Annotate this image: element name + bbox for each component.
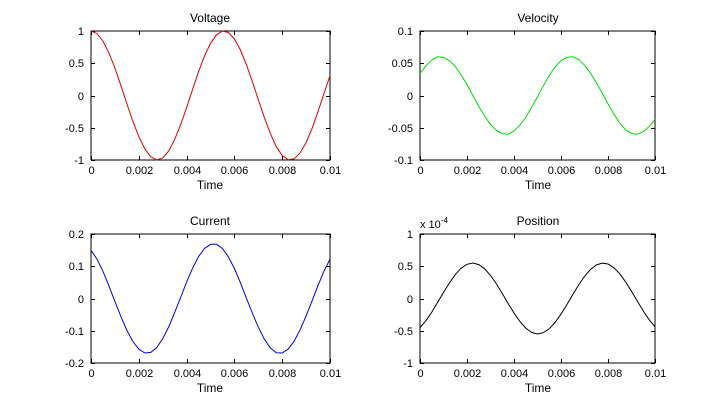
x-axis-label: Time (525, 381, 552, 395)
chart-title: Current (190, 214, 231, 228)
y-tick-label: -0.1 (394, 155, 413, 167)
y-tick-label: 0 (407, 294, 413, 306)
y-tick-label: 1 (78, 26, 84, 38)
position-axes: 0 0.002 0.004 0.006 0.008 0.01 -1 -0.5 0 0.5 1 x 10… (394, 216, 666, 380)
current-axes: 0 0.002 0.004 0.006 0.008 0.01 -0.2 -0.1 0 0.1 0.2 (65, 229, 341, 380)
y-tick-label: 0 (78, 91, 84, 103)
y-tick-label: -0.5 (394, 326, 413, 338)
x-tick-label: 0.008 (269, 165, 297, 177)
subplot-position: Position 0 0.002 0.004 0.006 0.008 0.01 -1 -0.5… (394, 214, 666, 395)
axes-box (419, 30, 656, 161)
y-tick-label: -1 (74, 155, 84, 167)
x-tick-label: 0.004 (501, 165, 529, 177)
axes-box (90, 233, 331, 364)
y-tick-label: 1 (407, 229, 413, 241)
x-tick-label: 0.004 (174, 165, 202, 177)
current-curve (90, 243, 331, 354)
x-tick-label: 0.002 (126, 165, 154, 177)
y-tick-label: -0.2 (65, 358, 84, 370)
x-tick-label: 0.008 (595, 165, 623, 177)
x-tick-label: 0 (417, 165, 423, 177)
subplot-voltage: Voltage 0 0.002 0.004 0.006 0.008 0.01-1-0.50… (65, 11, 341, 192)
x-axis-label: Time (197, 178, 224, 192)
x-tick-label: 0 (417, 368, 423, 380)
position-curve (419, 262, 656, 335)
x-tick-label: 0.01 (645, 165, 666, 177)
x-tick-label: 0.006 (221, 368, 249, 380)
y-tick-label: -1 (403, 358, 413, 370)
x-axis-label: Time (197, 381, 224, 395)
y-tick-label: -0.1 (65, 326, 84, 338)
y-tick-label: -0.05 (388, 123, 413, 135)
x-tick-label: 0.006 (548, 165, 576, 177)
subplot-velocity: Velocity 0 0.002 0.004 0.006 0.008 0.01 -0.1 -0… (388, 11, 666, 192)
chart-title: Velocity (517, 11, 558, 25)
axes-box (419, 233, 656, 364)
x-tick-label: 0 (88, 165, 94, 177)
voltage-curve (90, 30, 331, 161)
y-tick-label: 0.1 (398, 26, 413, 38)
chart-title: Voltage (190, 11, 230, 25)
chart-title: Position (517, 214, 560, 228)
y-axis-exponent: x 10-4 (420, 216, 448, 231)
subplot-current: Current 0 0.002 0.004 0.006 0.008 0.01 -0.2 -0.… (65, 214, 341, 395)
y-tick-label: -0.5 (65, 123, 84, 135)
y-tick-label: 0.2 (69, 229, 84, 241)
x-axis-label: Time (525, 178, 552, 192)
x-tick-label: 0.01 (320, 165, 341, 177)
y-tick-label: 0 (407, 91, 413, 103)
x-tick-label: 0.01 (320, 368, 341, 380)
voltage-axes: 0 0.002 0.004 0.006 0.008 0.01 -1 -0.5 0 0.5 1 (65, 26, 341, 177)
x-tick-label: 0.002 (454, 368, 482, 380)
y-tick-label: 0.5 (398, 261, 413, 273)
y-tick-label: 0.1 (69, 261, 84, 273)
y-tick-label: 0.05 (392, 58, 413, 70)
axes-box (90, 30, 331, 161)
x-tick-label: 0.002 (454, 165, 482, 177)
x-tick-label: 0.006 (221, 165, 249, 177)
velocity-curve (419, 56, 656, 135)
velocity-axes: 0 0.002 0.004 0.006 0.008 0.01 -0.1 -0.05 0 0.05 0… (388, 26, 666, 177)
x-tick-label: 0.006 (548, 368, 576, 380)
y-tick-label: 0.5 (69, 58, 84, 70)
x-tick-label: 0.008 (595, 368, 623, 380)
x-tick-label: 0.002 (126, 368, 154, 380)
x-tick-label: 0 (88, 368, 94, 380)
x-tick-label: 0.004 (501, 368, 529, 380)
y-tick-label: 0 (78, 294, 84, 306)
x-tick-label: 0.01 (645, 368, 666, 380)
x-tick-label: 0.004 (174, 368, 202, 380)
x-tick-label: 0.008 (269, 368, 297, 380)
